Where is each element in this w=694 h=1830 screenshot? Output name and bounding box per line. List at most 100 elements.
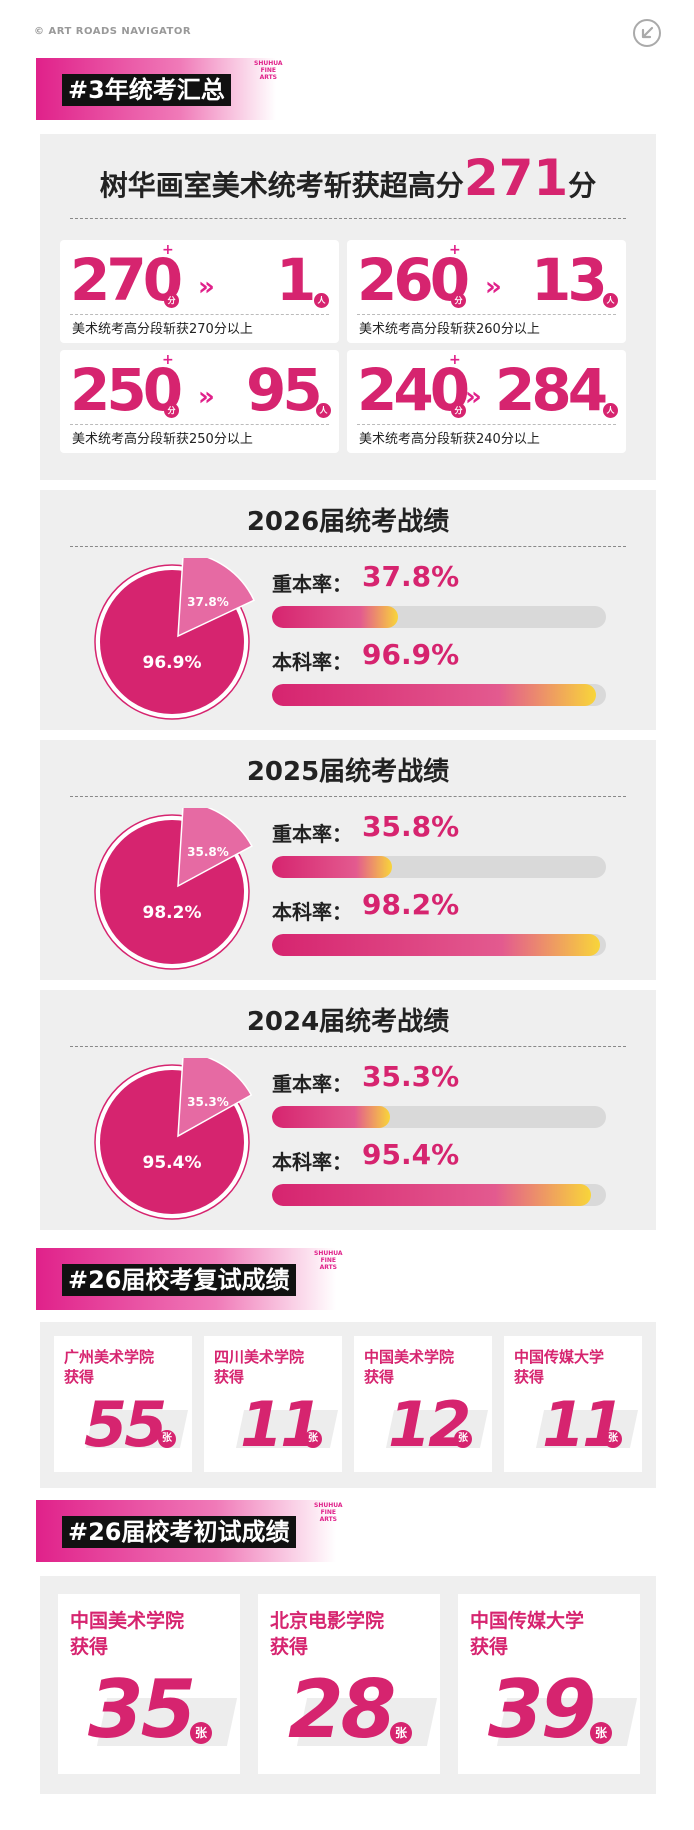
rate-pie-chart: 35.8% 98.2% [94,808,253,970]
school-count: 28 [288,1663,396,1756]
school-card: 中国传媒大学 获得 39 张 [458,1594,640,1774]
tier-card: 260 + 分 » 13 人 美术统考高分段斩获260分以上 [347,240,626,343]
key-rate-fill [272,606,399,628]
pie-label-bachelor: 95.4% [143,1153,202,1173]
headline-score: 271 [463,149,569,207]
key-rate-bar [272,1106,606,1128]
bachelor-rate-bar [272,934,606,956]
brand-mark: SHUHUA FINE ARTS [314,1250,343,1271]
bachelor-rate-label: 本科率： [272,900,352,924]
school-card: 广州美术学院 获得 55 张 [54,1336,192,1472]
bachelor-rate-bar [272,1184,606,1206]
school-count: 11 [542,1388,625,1461]
school-got-label: 获得 [270,1636,309,1658]
school-count: 55 [84,1388,167,1461]
school-got-label: 获得 [70,1636,109,1658]
tier-count: 284 [495,356,608,424]
brand-mark: SHUHUA FINE ARTS [254,60,283,81]
initial-section-title: #26届校考初试成绩 [62,1516,296,1548]
unit-badge: 张 [190,1722,212,1744]
count-unit-badge: 人 [314,293,329,308]
school-name: 广州美术学院 [64,1348,155,1366]
school-got-label: 获得 [364,1368,395,1386]
caption-divider [357,314,616,315]
caption-divider [70,314,329,315]
summary-section-title: #3年统考汇总 [62,74,231,106]
key-rate-value: 35.8% [362,810,460,843]
key-rate-label: 重本率： [272,572,352,596]
score-unit-badge: 分 [164,403,179,418]
school-got-label: 获得 [214,1368,245,1386]
unit-badge: 张 [390,1722,412,1744]
pie-label-key: 35.8% [187,845,229,859]
headline-suffix: 分 [568,169,597,202]
year-title: 2025届统考战绩 [246,757,450,787]
unit-badge: 张 [604,1430,622,1448]
school-name: 中国传媒大学 [514,1348,605,1366]
key-rate-fill [272,856,392,878]
pie-slice-key [177,558,256,638]
school-name: 中国传媒大学 [470,1610,585,1632]
count-unit-badge: 人 [316,403,331,418]
bachelor-rate-fill [272,934,600,956]
brand-mark: SHUHUA FINE ARTS [314,1502,343,1523]
school-card: 北京电影学院 获得 28 张 [258,1594,440,1774]
pie-label-bachelor: 98.2% [143,903,202,923]
pie-label-key: 35.3% [187,1095,229,1109]
bachelor-rate-label: 本科率： [272,1150,352,1174]
retest-section-title: #26届校考复试成绩 [62,1264,296,1296]
divider [70,1046,626,1047]
bachelor-rate-value: 98.2% [362,888,460,921]
divider [70,546,626,547]
key-rate-label: 重本率： [272,822,352,846]
bachelor-rate-value: 95.4% [362,1138,460,1171]
plus-icon: + [449,352,461,368]
tier-count: 13 [531,246,608,314]
school-card: 中国美术学院 获得 35 张 [58,1594,240,1774]
score-unit-badge: 分 [164,293,179,308]
school-card: 四川美术学院 获得 11 张 [204,1336,342,1472]
plus-icon: + [162,242,174,258]
plus-icon: + [449,242,461,258]
tier-count: 95 [246,356,323,424]
school-card: 中国美术学院 获得 12 张 [354,1336,492,1472]
chevron-right-icon: » [198,382,215,412]
plus-icon: + [162,352,174,368]
bachelor-rate-bar [272,684,606,706]
tier-card: 270 + 分 » 1 人 美术统考高分段斩获270分以上 [60,240,339,343]
retest-panel: 广州美术学院 获得 55 张 四川美术学院 获得 11 张 中国美术学院 获得 … [40,1322,656,1488]
unit-badge: 张 [590,1722,612,1744]
caption-divider [357,424,616,425]
school-count: 12 [388,1388,471,1461]
pie-slice-key [177,1058,253,1138]
school-card: 中国传媒大学 获得 11 张 [504,1336,642,1472]
pie-label-key: 37.8% [187,595,229,609]
key-rate-value: 37.8% [362,560,460,593]
school-name: 中国美术学院 [364,1348,455,1366]
school-count: 11 [240,1388,323,1461]
chevron-right-icon: » [465,382,482,412]
count-unit-badge: 人 [603,293,618,308]
count-unit-badge: 人 [603,403,618,418]
brand-label: © ART ROADS NAVIGATOR [34,26,192,37]
chevron-right-icon: » [198,272,215,302]
year-panel: 2026届统考战绩 37.8% 96.9% 重本率： 37.8% 本科率： 96.9% [40,490,656,730]
year-title: 2024届统考战绩 [246,1007,450,1037]
summary-panel: 树华画室美术统考斩获超高分271分 270 + 分 » 1 人 美术统考高分段斩… [40,134,656,480]
caption-divider [70,424,329,425]
key-rate-bar [272,856,606,878]
school-count: 35 [88,1663,196,1756]
divider [70,218,626,219]
key-rate-fill [272,1106,390,1128]
key-rate-label: 重本率： [272,1072,352,1096]
school-count: 39 [488,1663,596,1756]
school-name: 北京电影学院 [270,1610,385,1632]
tier-caption: 美术统考高分段斩获270分以上 [72,322,253,337]
arrow-circle-icon[interactable] [632,18,662,48]
bachelor-rate-label: 本科率： [272,650,352,674]
bachelor-rate-fill [272,1184,591,1206]
school-got-label: 获得 [64,1368,95,1386]
score-unit-badge: 分 [451,403,466,418]
key-rate-value: 35.3% [362,1060,460,1093]
tier-caption: 美术统考高分段斩获240分以上 [359,432,540,447]
